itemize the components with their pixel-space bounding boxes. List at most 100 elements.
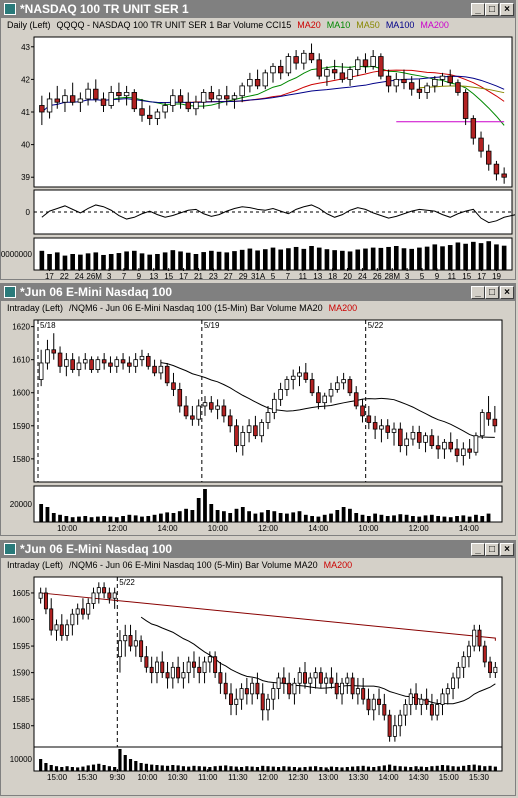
volume-bar [447,245,453,270]
candle [234,425,239,447]
candle [419,698,424,705]
candle [309,379,315,394]
chart-window-2[interactable]: *Jun 06 E-Mini Nasdaq 100 _ □ × Intraday (Le… [0,283,516,536]
candle [442,441,447,450]
candle [345,677,350,684]
chart-window-icon[interactable] [4,286,16,298]
volume-bar [118,749,122,771]
price-tick-label: 43 [21,43,30,52]
candle [190,415,195,420]
candle [403,704,408,716]
volume-bar [488,765,492,771]
volume-bar [152,514,157,522]
minimize-icon[interactable]: _ [471,543,485,556]
volume-bar [81,766,85,771]
volume-bar [354,513,359,522]
volume-bar [89,517,94,522]
volume-bar [404,514,409,522]
volume-bar [49,765,53,771]
close-icon[interactable]: × [500,3,514,16]
time-tick-label: 7 [286,272,291,279]
volume-bar [347,251,353,270]
volume-bar [298,767,302,771]
volume-bar [414,766,418,771]
window-title: *Jun 06 E-Mini Nasdaq 100 [20,542,173,556]
candle [265,412,271,423]
volume-bar [486,241,492,270]
window-titlebar[interactable]: *NASDAQ 100 TR UNIT SER 1 _ □ × [1,1,515,18]
candle [76,362,82,370]
volume-bar [486,513,491,522]
volume-bar [259,512,264,522]
close-icon[interactable]: × [500,286,514,299]
candle [340,682,345,695]
candle [128,635,133,647]
candle [493,666,498,674]
volume-bar [461,515,466,522]
candle [139,108,145,116]
volume-bar [335,510,340,522]
info-label: /NQM6 - Jun 06 E-Mini Nasdaq 100 (5-Min)… [69,560,318,570]
chart-window-icon[interactable] [4,543,16,555]
window-titlebar[interactable]: *Jun 06 E-Mini Nasdaq 100 _ □ × [1,284,515,301]
candle [284,379,290,390]
candle [334,682,339,695]
volume-bar [216,251,222,270]
time-tick-label: 27 [224,272,233,279]
volume-bar [361,765,365,771]
minimize-icon[interactable]: _ [471,3,485,16]
candle [473,435,479,453]
volume-bar [309,246,314,270]
candle [347,69,353,80]
volume-bar [372,767,376,771]
candle [75,608,80,615]
volume-bar [297,511,302,522]
volume-bar [170,250,176,270]
volume-bar [363,248,368,270]
volume-bar [176,765,180,771]
maximize-icon[interactable]: □ [485,286,499,299]
price-tick-label: 40 [21,141,30,150]
close-icon[interactable]: × [500,543,514,556]
chart-canvas[interactable]: 4342414039020000000017222426M37913151721… [1,32,515,279]
candle [197,666,202,674]
candle [196,405,201,420]
volume-bar [276,767,281,771]
volume-bar [262,249,268,270]
moving-average-line-ma50 [419,85,505,94]
candle [355,59,361,71]
price-tick-label: 1610 [12,356,30,365]
candle [387,714,392,737]
volume-bar [340,767,344,771]
maximize-icon[interactable]: □ [485,3,499,16]
time-tick-label: 10:00 [137,773,158,782]
volume-bar [95,516,100,522]
chart-canvas[interactable]: 1605 1600 1595 1590 1585 1580 5/22 10000 15:00 15… [1,572,515,795]
volume-bar [316,516,321,522]
time-tick-label: 9:30 [110,773,126,782]
candle [455,82,461,93]
chart-canvas[interactable]: 1620 1610 1600 1590 1580 5/18 5/19 5/22 20000 10:… [1,315,515,535]
time-tick-label: 13:30 [348,773,369,782]
candle [107,592,112,599]
volume-bar [162,252,168,270]
info-label: Daily (Left) [7,20,51,30]
chart-window-3[interactable]: *Jun 06 E-Mini Nasdaq 100 _ □ × Intraday (Le… [0,540,516,796]
volume-bar [247,511,251,522]
minimize-icon[interactable]: _ [471,286,485,299]
maximize-icon[interactable]: □ [485,543,499,556]
candle [276,677,281,689]
candle [382,704,387,716]
info-label: MA100 [385,20,415,30]
volume-bar [335,767,339,771]
chart-window-1[interactable]: *NASDAQ 100 TR UNIT SER 1 _ □ × Daily (Left)… [0,0,516,280]
candle [133,359,138,367]
volume-bar [165,512,170,522]
volume-bar [393,765,397,771]
chart-window-icon[interactable] [4,3,16,15]
volume-bar [201,252,206,270]
window-titlebar[interactable]: *Jun 06 E-Mini Nasdaq 100 _ □ × [1,541,515,558]
volume-bar [133,515,138,522]
candle [339,72,346,80]
candle [38,592,43,599]
